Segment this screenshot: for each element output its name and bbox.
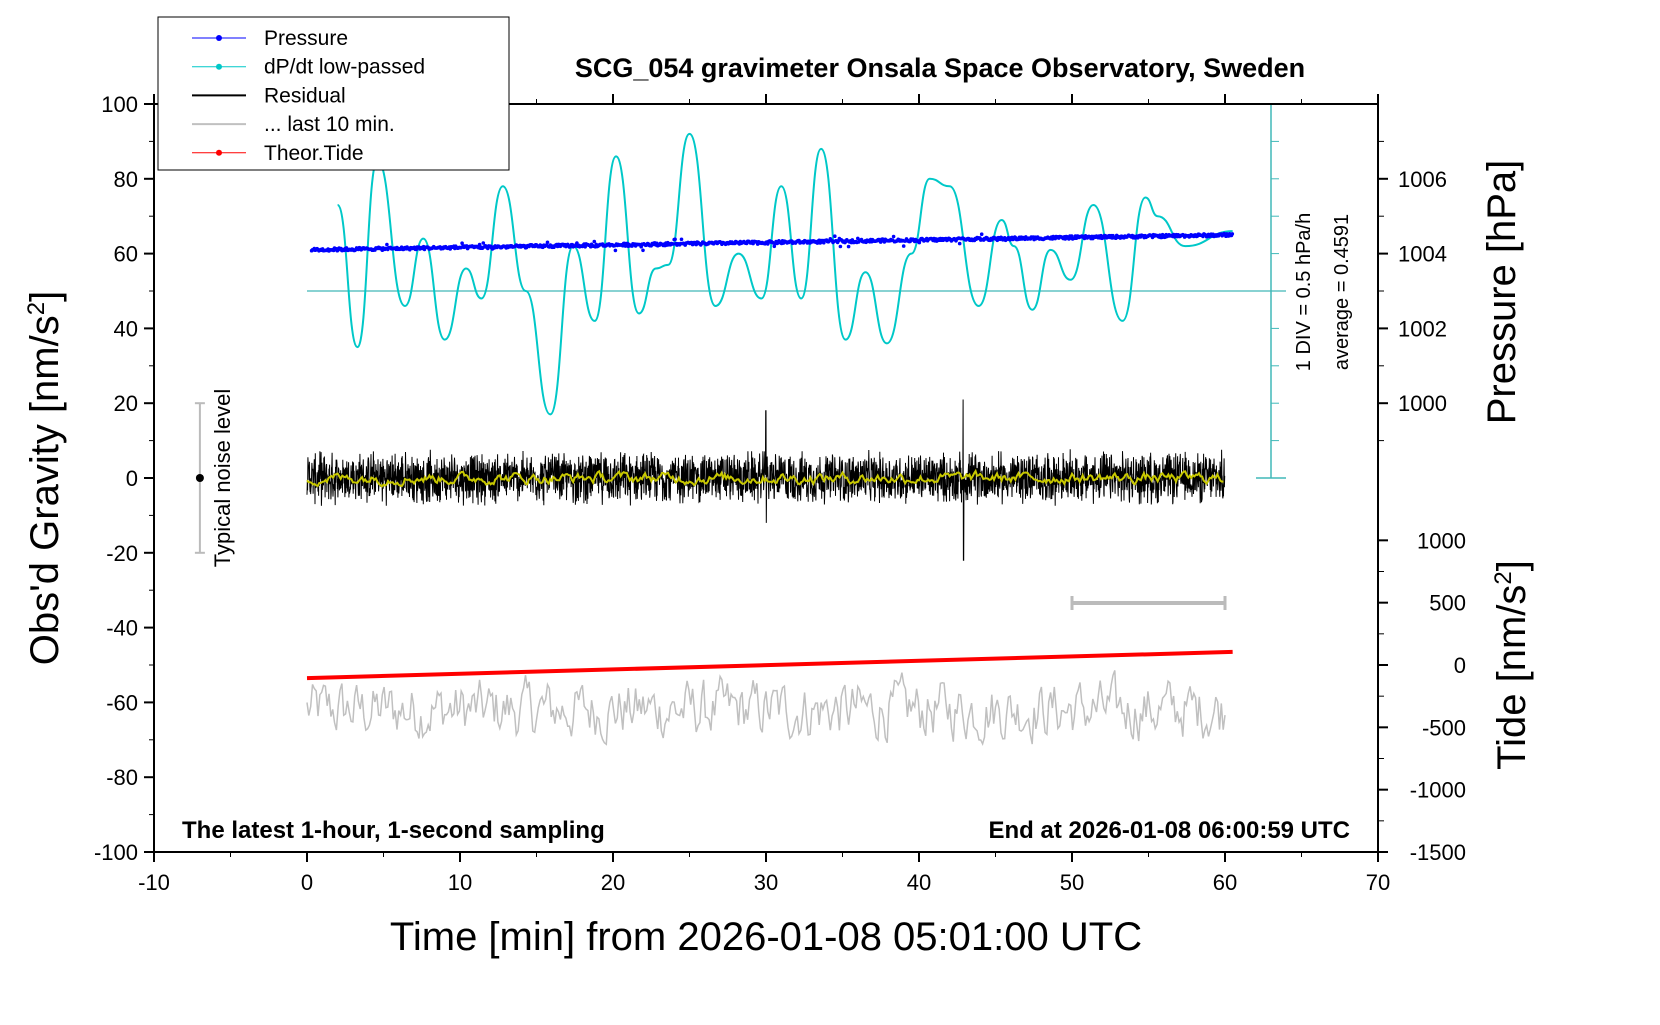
pressure-tick-label: 1002 — [1398, 316, 1447, 341]
dpdt-line — [336, 132, 1233, 416]
pressure-point — [833, 234, 837, 238]
x-tick-label: 50 — [1060, 870, 1084, 895]
y-tick-label: 60 — [114, 242, 138, 267]
pressure-point — [385, 242, 389, 247]
pressure-point — [545, 240, 550, 245]
y-tick-label: -60 — [106, 690, 138, 715]
pressure-points — [309, 231, 1235, 253]
x-tick-label: 20 — [601, 870, 625, 895]
y-axis-label-tide: Tide [nm/s2] — [1490, 560, 1534, 770]
pressure-point — [481, 241, 486, 245]
annotation-right: End at 2026-01-08 06:00:59 UTC — [989, 817, 1351, 844]
x-tick-label: 10 — [448, 870, 472, 895]
tide-tick-label: 1000 — [1417, 528, 1466, 553]
pressure-point — [641, 248, 645, 253]
last10-line — [306, 670, 1226, 747]
pressure-point — [878, 240, 883, 244]
legend-item: dP/dt low-passed — [192, 56, 425, 79]
y-tick-label: 0 — [126, 466, 138, 491]
ylabel-left-main: Obs'd Gravity [nm/s — [23, 315, 67, 665]
ylabel-tide-main: Tide [nm/s — [1490, 585, 1534, 770]
pressure-point — [671, 242, 676, 246]
pressure-tick-label: 1004 — [1398, 242, 1447, 267]
pressure-point — [901, 244, 906, 248]
pressure-point — [460, 241, 464, 245]
pressure-point — [772, 244, 777, 249]
legend-label: dP/dt low-passed — [264, 56, 425, 79]
legend-item: Theor.Tide — [192, 142, 364, 165]
legend: Pressure dP/dt low-passed Residual ... last… — [157, 16, 510, 171]
legend-item: ... last 10 min. — [192, 113, 395, 136]
pressure-point — [891, 234, 896, 239]
y-tick-label: -80 — [106, 765, 138, 790]
tide-tick-label: 500 — [1429, 591, 1466, 616]
y-tick-label: 20 — [114, 391, 138, 416]
noise-dot — [195, 474, 204, 482]
legend-item: Residual — [192, 84, 346, 107]
y-axis-label-pressure: Pressure [hPa] — [1480, 160, 1524, 425]
ylabel-left-end: ] — [23, 291, 67, 302]
tide-tick-label: 0 — [1454, 653, 1466, 678]
y-axis-label-left: Obs'd Gravity [nm/s2] — [23, 291, 67, 665]
pressure-point — [673, 237, 677, 242]
legend-label: ... last 10 min. — [264, 113, 395, 136]
x-axis-label: Time [min] from 2026-01-08 05:01:00 UTC — [390, 915, 1142, 959]
average-label: average = 0.4591 — [1331, 214, 1353, 370]
tide-tick-label: -1000 — [1410, 778, 1466, 803]
x-tick-label: 60 — [1213, 870, 1237, 895]
residual-smoothed-line — [306, 468, 1224, 488]
pressure-point — [846, 244, 851, 249]
tide-tick-label: -1500 — [1410, 840, 1466, 865]
x-tick-label: 30 — [754, 870, 778, 895]
div-label: 1 DIV = 0.5 hPa/h — [1293, 213, 1315, 371]
y-tick-label: -20 — [106, 541, 138, 566]
y-tick-label: 40 — [114, 316, 138, 341]
tide-line — [306, 649, 1233, 681]
x-tick-label: 0 — [301, 870, 313, 895]
y-tick-label: 80 — [114, 167, 138, 192]
x-tick-label: 40 — [907, 870, 931, 895]
y-tick-label: 100 — [101, 92, 138, 117]
ylabel-left-sup: 2 — [23, 302, 50, 315]
legend-label: Residual — [264, 84, 346, 107]
noise-label: Typical noise level — [210, 389, 235, 568]
pressure-point — [838, 244, 843, 249]
chart-title: SCG_054 gravimeter Onsala Space Observat… — [575, 53, 1305, 83]
pressure-point — [957, 241, 962, 246]
y-tick-label: -100 — [94, 840, 138, 865]
y-tick-label: -40 — [106, 616, 138, 641]
pressure-point — [679, 237, 684, 242]
pressure-point — [592, 239, 597, 244]
x-tick-label: -10 — [138, 870, 170, 895]
pressure-point — [613, 248, 618, 253]
pressure-point — [1230, 232, 1235, 236]
legend-marker — [216, 149, 222, 156]
legend-marker — [216, 35, 222, 41]
tide-tick-label: -500 — [1422, 715, 1466, 740]
ylabel-tide-sup: 2 — [1490, 571, 1517, 584]
legend-marker — [216, 63, 222, 70]
axes-layer: -10 0 10 20 30 40 50 60 70-100-80-60-40-20020406… — [94, 92, 1466, 895]
legend-label: Pressure — [264, 27, 348, 50]
pressure-point — [979, 232, 984, 236]
annotation-left: The latest 1-hour, 1-second sampling — [182, 817, 605, 844]
pressure-tick-label: 1006 — [1398, 167, 1447, 192]
ylabel-tide-end: ] — [1490, 560, 1534, 571]
legend-label: Theor.Tide — [264, 142, 364, 165]
series-layer — [194, 103, 1286, 747]
x-tick-label: 70 — [1366, 870, 1390, 895]
pressure-tick-label: 1000 — [1398, 391, 1447, 416]
legend-item: Pressure — [192, 27, 348, 50]
legend-box — [157, 16, 510, 171]
pressure-point — [477, 242, 482, 247]
